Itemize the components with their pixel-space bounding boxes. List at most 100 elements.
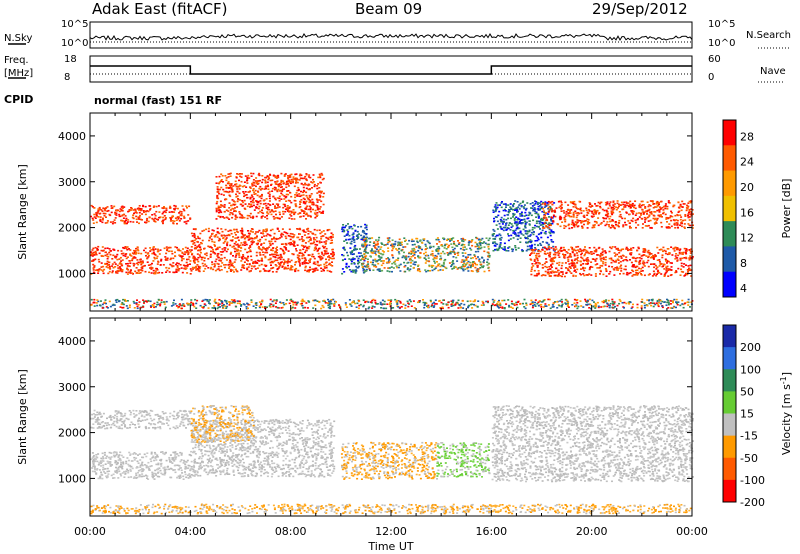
data-cell [125, 257, 128, 260]
data-cell [589, 251, 592, 253]
data-cell [317, 255, 320, 258]
data-cell [331, 255, 334, 257]
data-cell [126, 265, 129, 267]
data-cell [224, 264, 227, 266]
data-cell [585, 263, 587, 265]
data-cell [583, 259, 586, 262]
data-cell [574, 266, 577, 268]
data-cell [316, 260, 319, 263]
data-cell [550, 216, 553, 218]
data-cell [514, 245, 517, 247]
data-cell [592, 258, 595, 260]
data-cell [662, 205, 665, 208]
data-cell [180, 212, 183, 215]
data-cell [601, 251, 604, 254]
data-cell [302, 229, 305, 231]
data-cell [452, 240, 455, 243]
data-cell [258, 264, 261, 267]
data-cell [392, 261, 395, 264]
data-cell [100, 254, 103, 257]
data-cell [312, 262, 315, 265]
data-cell [414, 257, 416, 259]
data-cell [271, 228, 274, 231]
data-cell [166, 269, 169, 272]
data-cell [239, 175, 242, 178]
data-cell [291, 301, 294, 304]
data-cell [128, 260, 131, 262]
data-cell [424, 262, 427, 264]
data-cell [316, 264, 319, 266]
data-cell [288, 174, 291, 177]
data-cell [585, 207, 588, 210]
data-cell [632, 210, 635, 213]
data-cell [377, 239, 380, 241]
data-cell [308, 301, 311, 303]
data-cell [220, 265, 223, 268]
data-cell [96, 248, 99, 251]
data-cell [629, 259, 631, 261]
data-cell [256, 194, 259, 197]
data-cell [240, 260, 243, 262]
data-cell [506, 226, 509, 229]
data-cell [307, 254, 310, 256]
data-cell [115, 210, 118, 212]
data-cell [613, 227, 616, 230]
data-cell [194, 298, 197, 301]
data-cell [304, 269, 307, 272]
data-cell [253, 184, 256, 187]
data-cell [246, 205, 249, 208]
data-cell [567, 224, 570, 227]
data-cell [213, 263, 216, 265]
data-cell [289, 267, 292, 270]
data-cell [685, 248, 688, 251]
data-cell [158, 216, 160, 219]
data-cell [95, 221, 98, 224]
data-cell [541, 248, 544, 251]
data-cell [551, 270, 554, 272]
data-cell [255, 185, 257, 188]
data-cell [618, 298, 621, 301]
data-cell [391, 270, 393, 273]
data-cell [289, 182, 292, 185]
data-cell [680, 265, 683, 267]
data-cell [289, 235, 292, 238]
data-cell [385, 258, 388, 260]
data-cell [118, 266, 121, 268]
data-cell [94, 250, 97, 253]
data-cell [372, 261, 374, 264]
data-cell [408, 269, 411, 272]
data-cell [492, 238, 495, 240]
data-cell [120, 263, 123, 265]
data-cell [252, 189, 254, 192]
data-cell [413, 247, 416, 250]
data-cell [149, 267, 151, 269]
data-cell [487, 255, 490, 258]
data-cell [387, 257, 389, 259]
data-cell [574, 275, 577, 277]
data-cell [201, 262, 204, 265]
data-cell [557, 223, 559, 226]
data-cell [514, 222, 517, 225]
data-cell [477, 256, 479, 258]
data-cell [667, 260, 670, 263]
data-cell [486, 258, 489, 261]
data-cell [372, 250, 375, 252]
data-cell [328, 236, 331, 239]
data-cell [157, 248, 159, 251]
data-cell [567, 204, 570, 206]
data-cell [688, 268, 691, 270]
data-cell [222, 216, 224, 218]
data-cell [241, 205, 244, 207]
data-cell [232, 236, 234, 238]
data-cell [586, 211, 589, 214]
data-cell [356, 248, 358, 250]
data-cell [419, 270, 422, 273]
data-cell [523, 218, 526, 221]
data-cell [524, 222, 527, 224]
data-cell [509, 238, 512, 240]
data-cell [305, 178, 308, 180]
data-cell [290, 259, 293, 262]
data-cell [279, 213, 281, 216]
data-cell [250, 259, 253, 261]
data-cell [674, 227, 677, 229]
